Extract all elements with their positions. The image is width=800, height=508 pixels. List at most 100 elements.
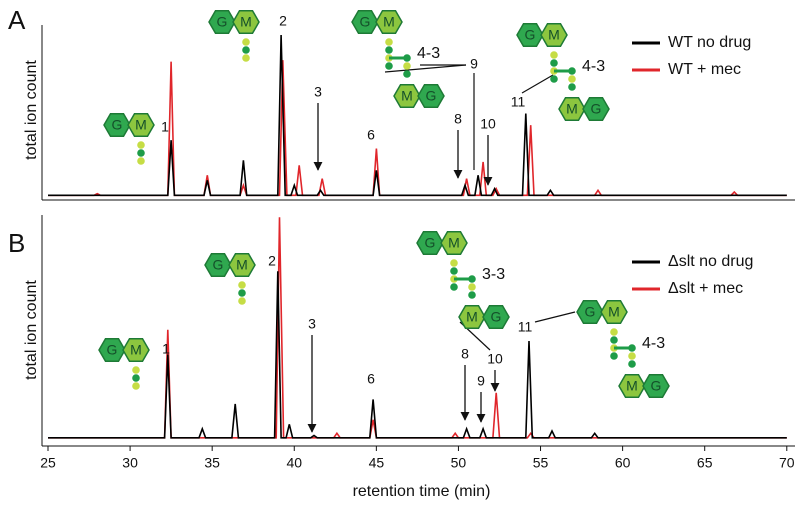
trace xyxy=(48,217,787,439)
peptide-residue xyxy=(132,366,140,374)
x-axis-title: retention time (min) xyxy=(353,483,491,500)
sugar-label: M xyxy=(566,101,578,117)
sugar-hexagon xyxy=(642,373,670,399)
peak-label: 2 xyxy=(268,253,276,269)
peptide-residue xyxy=(450,283,458,291)
peptide-residue xyxy=(385,38,393,46)
sugar-hexagon xyxy=(516,22,544,48)
peptide-residue xyxy=(238,281,246,289)
peak-label: 9 xyxy=(470,56,478,72)
x-tick-label: 35 xyxy=(204,455,220,471)
sugar-label: G xyxy=(112,117,123,133)
sugar-label: G xyxy=(360,14,371,30)
peak-label: 3 xyxy=(314,84,322,100)
sugar-hexagon xyxy=(208,9,236,35)
sugar-label: G xyxy=(426,88,437,104)
sugar-label: M xyxy=(608,304,620,320)
legend-label: Δslt no drug xyxy=(668,253,753,270)
peptide-residue xyxy=(238,289,246,297)
peptide-residue xyxy=(403,54,411,62)
sugar-label: G xyxy=(213,257,224,273)
peptide-residue xyxy=(450,259,458,267)
sugar-label: G xyxy=(217,14,228,30)
sugar-hexagon xyxy=(417,83,445,109)
crosslink-label: 4-3 xyxy=(642,335,665,352)
peptide-residue xyxy=(137,149,145,157)
sugar-hexagon xyxy=(393,83,421,109)
sugar-label: M xyxy=(626,378,638,394)
peak-label: 8 xyxy=(461,346,469,362)
sugar-label: M xyxy=(401,88,413,104)
panel-label: B xyxy=(8,228,25,258)
peptide-residue xyxy=(242,54,250,62)
leader-line xyxy=(384,64,467,73)
peptide-residue xyxy=(403,70,411,78)
crosslink-label: 4-3 xyxy=(417,45,440,62)
peptide-residue xyxy=(403,62,411,70)
crosslink-label: 4-3 xyxy=(582,58,605,75)
sugar-hexagon xyxy=(576,299,604,325)
peak-label: 10 xyxy=(487,351,503,367)
y-axis-title: total ion count xyxy=(23,280,40,380)
peptide-residue xyxy=(137,141,145,149)
peptide-residue xyxy=(610,352,618,360)
x-tick-label: 70 xyxy=(779,455,795,471)
legend-label: WT no drug xyxy=(668,34,751,51)
panel-label: A xyxy=(8,5,26,35)
peptide-residue xyxy=(468,283,476,291)
peptide-residue xyxy=(242,46,250,54)
peptide-residue xyxy=(468,291,476,299)
sugar-hexagon xyxy=(98,337,126,363)
sugar-label: M xyxy=(135,117,147,133)
leader-line xyxy=(521,74,554,94)
peak-label: 2 xyxy=(279,13,287,29)
peptide-residue xyxy=(628,352,636,360)
y-axis-title: total ion count xyxy=(23,60,40,160)
sugar-hexagon xyxy=(232,9,260,35)
sugar-hexagon xyxy=(103,112,131,138)
sugar-label: M xyxy=(130,342,142,358)
peptide-residue xyxy=(628,360,636,368)
x-tick-label: 45 xyxy=(369,455,385,471)
sugar-hexagon xyxy=(558,96,586,122)
x-tick-label: 55 xyxy=(533,455,549,471)
sugar-hexagon xyxy=(540,22,568,48)
sugar-hexagon xyxy=(228,252,256,278)
sugar-hexagon xyxy=(127,112,155,138)
sugar-label: M xyxy=(240,14,252,30)
peptide-residue xyxy=(385,62,393,70)
peptide-residue xyxy=(628,344,636,352)
peptide-residue xyxy=(132,382,140,390)
peptide-residue xyxy=(550,59,558,67)
peptide-residue xyxy=(550,75,558,83)
x-tick-label: 30 xyxy=(122,455,138,471)
sugar-label: G xyxy=(107,342,118,358)
peptide-residue xyxy=(468,275,476,283)
peptide-residue xyxy=(238,297,246,305)
peak-label: 10 xyxy=(480,116,496,132)
trace xyxy=(48,34,787,197)
peptide-residue xyxy=(568,83,576,91)
peptide-residue xyxy=(568,67,576,75)
peptide-residue xyxy=(450,267,458,275)
sugar-label: G xyxy=(591,101,602,117)
peak-label: 11 xyxy=(511,94,526,110)
sugar-hexagon xyxy=(351,9,379,35)
peptide-residue xyxy=(610,328,618,336)
sugar-label: G xyxy=(651,378,662,394)
crosslink-label: 3-3 xyxy=(482,266,505,283)
x-tick-label: 50 xyxy=(451,455,467,471)
x-tick-label: 25 xyxy=(40,455,56,471)
trace xyxy=(48,271,787,439)
sugar-label: G xyxy=(585,304,596,320)
sugar-hexagon xyxy=(618,373,646,399)
sugar-label: M xyxy=(466,309,478,325)
sugar-hexagon xyxy=(204,252,232,278)
sugar-label: M xyxy=(236,257,248,273)
sugar-label: M xyxy=(548,27,560,43)
sugar-label: M xyxy=(383,14,395,30)
x-tick-label: 60 xyxy=(615,455,631,471)
peptide-residue xyxy=(242,38,250,46)
peptide-residue xyxy=(610,336,618,344)
